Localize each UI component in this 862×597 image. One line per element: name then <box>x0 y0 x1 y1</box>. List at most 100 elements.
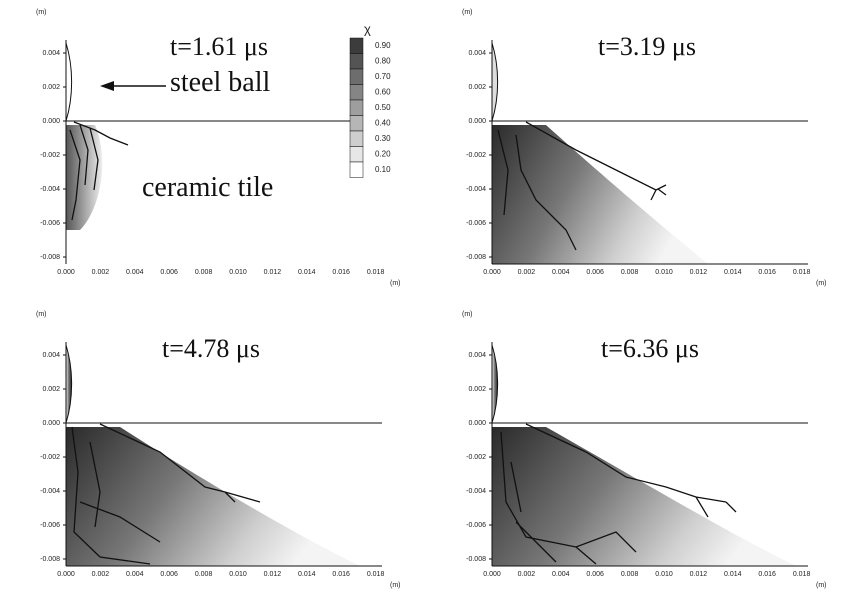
colorbar-cell <box>349 115 364 132</box>
y-tick-label: -0.008 <box>466 254 486 261</box>
x-tick-label: 0.008 <box>195 571 213 578</box>
colorbar-cell <box>349 130 364 147</box>
colorbar-cell <box>349 84 364 101</box>
x-tick-label: 0.012 <box>264 269 282 276</box>
x-tick-label: 0.008 <box>621 571 639 578</box>
colorbar-label: 0.30 <box>375 134 391 143</box>
x-tick-label: 0.010 <box>229 571 247 578</box>
y-unit: (m) <box>462 311 473 318</box>
x-tick-label: 0.002 <box>92 571 110 578</box>
crack <box>79 501 161 543</box>
x-tick-label: 0.002 <box>518 269 536 276</box>
steel-ball <box>491 344 499 424</box>
panel: 0.004 0.002 0.000 -0.002 -0.004 -0.006 -0.008 0… <box>36 311 401 589</box>
crack <box>71 426 151 565</box>
colorbar-label: 0.10 <box>375 165 391 174</box>
y-tick-label: -0.004 <box>466 186 486 193</box>
y-unit: (m) <box>36 9 47 16</box>
crack <box>89 127 99 191</box>
y-tick-label: -0.006 <box>466 522 486 529</box>
crack <box>525 423 737 518</box>
y-tick-label: 0.004 <box>42 50 60 57</box>
y-tick-label: -0.006 <box>40 522 60 529</box>
colorbar-label: 0.40 <box>375 119 391 128</box>
x-tick-label: 0.014 <box>724 269 742 276</box>
x-tick-label: 0.014 <box>298 269 316 276</box>
y-tick-label: 0.000 <box>42 118 60 125</box>
x-tick-label: 0.018 <box>367 571 385 578</box>
colorbar-cell <box>349 161 364 178</box>
x-tick-label: 0.018 <box>793 571 811 578</box>
colorbar-label: 0.20 <box>375 150 391 159</box>
y-tick-label: 0.004 <box>468 352 486 359</box>
x-tick-label: 0.004 <box>126 571 144 578</box>
crack <box>525 121 667 201</box>
x-tick-label: 0.006 <box>586 571 604 578</box>
y-unit: (m) <box>36 311 47 318</box>
arrow-head <box>100 81 114 91</box>
crack <box>515 134 577 251</box>
x-tick-label: 0.016 <box>332 571 350 578</box>
x-tick-label: 0.010 <box>655 571 673 578</box>
x-tick-label: 0.006 <box>160 571 178 578</box>
x-tick-label: 0.014 <box>298 571 316 578</box>
x-unit: (m) <box>390 280 401 287</box>
x-tick-label: 0.008 <box>621 269 639 276</box>
x-tick-label: 0.004 <box>552 571 570 578</box>
crack <box>500 431 637 553</box>
colorbar-label: 0.80 <box>375 57 391 66</box>
y-tick-label: -0.002 <box>40 152 60 159</box>
damage-zone <box>66 427 360 566</box>
y-tick-label: -0.008 <box>40 254 60 261</box>
colorbar-cell <box>349 37 364 54</box>
x-tick-label: 0.010 <box>655 269 673 276</box>
y-tick-label: 0.002 <box>42 84 60 91</box>
crack <box>69 129 81 221</box>
colorbar-label: 0.50 <box>375 103 391 112</box>
x-tick-label: 0.012 <box>690 571 708 578</box>
x-tick-label: 0.012 <box>264 571 282 578</box>
y-tick-label: -0.002 <box>466 152 486 159</box>
steel-ball <box>491 42 499 122</box>
y-tick-label: -0.008 <box>466 556 486 563</box>
steel-ball <box>65 344 73 424</box>
x-tick-label: 0.006 <box>160 269 178 276</box>
colorbar-cell <box>349 68 364 85</box>
x-tick-label: 0.000 <box>57 269 75 276</box>
crack <box>99 423 261 503</box>
y-tick-label: 0.002 <box>468 386 486 393</box>
time-label: t=6.36 μs <box>601 334 699 363</box>
x-tick-label: 0.016 <box>758 269 776 276</box>
steel-ball <box>65 42 73 122</box>
x-tick-label: 0.000 <box>57 571 75 578</box>
damage-zone <box>492 427 796 566</box>
x-tick-label: 0.004 <box>126 269 144 276</box>
y-tick-label: 0.000 <box>42 420 60 427</box>
x-tick-label: 0.000 <box>483 269 501 276</box>
x-tick-label: 0.000 <box>483 571 501 578</box>
colorbar-cell <box>349 99 364 116</box>
steel-ball-label: steel ball <box>170 67 271 98</box>
colorbar-label: 0.60 <box>375 88 391 97</box>
y-tick-label: 0.002 <box>468 84 486 91</box>
y-tick-label: -0.004 <box>40 488 60 495</box>
crack <box>89 441 101 528</box>
x-tick-label: 0.006 <box>586 269 604 276</box>
x-tick-label: 0.004 <box>552 269 570 276</box>
x-tick-label: 0.016 <box>332 269 350 276</box>
damage-zone <box>66 125 103 230</box>
x-unit: (m) <box>816 582 827 589</box>
colorbar-label: 0.70 <box>375 72 391 81</box>
x-tick-label: 0.002 <box>518 571 536 578</box>
x-tick-label: 0.002 <box>92 269 110 276</box>
panel: 0.004 0.002 0.000 -0.002 -0.004 -0.006 -0.008 0… <box>462 311 827 589</box>
time-label: t=4.78 μs <box>162 334 260 363</box>
x-tick-label: 0.010 <box>229 269 247 276</box>
crack <box>510 461 522 513</box>
time-label: t=1.61 μs <box>170 32 268 61</box>
y-tick-label: -0.006 <box>466 220 486 227</box>
crack <box>73 121 129 146</box>
colorbar-symbol: χ <box>364 21 371 36</box>
y-tick-label: -0.002 <box>466 454 486 461</box>
